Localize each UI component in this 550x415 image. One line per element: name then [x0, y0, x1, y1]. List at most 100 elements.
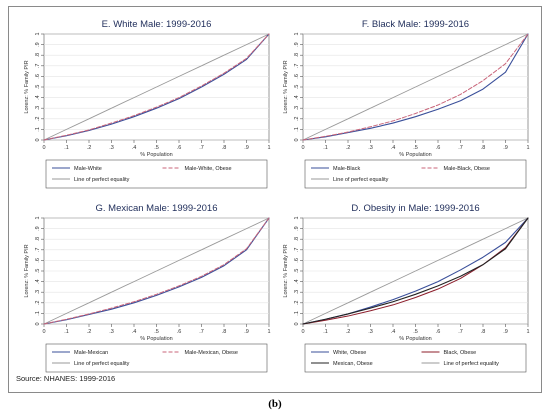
chart-panel-black-male: F. Black Male: 1999-2016 0 .1 .2 .3 .4 .5 .6 .7.… — [275, 14, 540, 192]
x-tick-label: .6 — [436, 145, 441, 151]
legend-box — [304, 343, 527, 373]
x-tick-label: .2 — [87, 329, 92, 335]
legend-box — [304, 159, 527, 189]
x-tick-label: .1 — [323, 329, 328, 335]
x-tick-label: 1 — [267, 145, 270, 151]
x-axis-label: % Population — [140, 152, 172, 158]
legend-label-male-white-obese: Male-White, Obese — [185, 166, 232, 172]
series-line-line-of-perfect-equality — [302, 33, 529, 141]
x-tick-label: .5 — [154, 145, 159, 151]
series-line-male-white-obese — [43, 33, 270, 141]
x-tick-label: .2 — [346, 329, 351, 335]
x-tick-label: .8 — [481, 145, 486, 151]
y-tick-label: .3 — [35, 106, 41, 111]
y-tick-label: 0 — [294, 322, 300, 325]
y-tick-label: 0 — [35, 138, 41, 141]
x-tick-label: .7 — [199, 145, 204, 151]
series-line-male-mexican — [43, 217, 270, 325]
y-tick-label: .2 — [294, 301, 300, 306]
x-tick-label: .4 — [391, 145, 396, 151]
y-tick-label: .8 — [294, 53, 300, 58]
y-tick-label: 1 — [294, 216, 300, 219]
x-tick-label: 1 — [526, 329, 529, 335]
series-line-line-of-perfect-equality — [43, 217, 270, 325]
y-tick-label: .4 — [294, 95, 300, 100]
x-tick-label: .1 — [64, 329, 69, 335]
x-tick-label: .5 — [413, 329, 418, 335]
y-tick-label: 1 — [35, 32, 41, 35]
y-tick-label: .7 — [35, 64, 41, 69]
x-tick-label: .2 — [87, 145, 92, 151]
y-tick-label: .1 — [294, 127, 300, 132]
y-tick-label: .4 — [35, 95, 41, 100]
y-tick-label: .6 — [294, 74, 300, 79]
legend-label-black-obese: Black, Obese — [444, 350, 477, 356]
legend-label-male-mexican-obese: Male-Mexican, Obese — [185, 350, 239, 356]
y-tick-label: .9 — [35, 42, 41, 47]
x-tick-label: .9 — [503, 145, 508, 151]
y-tick-label: 0 — [294, 138, 300, 141]
x-tick-label: .5 — [413, 145, 418, 151]
x-tick-label: 0 — [301, 145, 304, 151]
chart-title: G. Mexican Male: 1999-2016 — [96, 203, 218, 214]
y-tick-label: .3 — [35, 290, 41, 295]
chart-svg: E. White Male: 1999-2016 0 .1 .2 .3 .4 .5 .6 .7.… — [16, 14, 281, 192]
x-tick-label: .8 — [222, 329, 227, 335]
series-line-mexican-obese — [302, 217, 529, 325]
x-tick-label: .4 — [132, 329, 137, 335]
x-tick-label: .4 — [132, 145, 137, 151]
y-tick-label: 0 — [35, 322, 41, 325]
x-tick-label: .7 — [458, 329, 463, 335]
x-axis-label: % Population — [399, 152, 431, 158]
x-tick-label: .4 — [391, 329, 396, 335]
source-note: Source: NHANES: 1999-2016 — [16, 374, 116, 383]
x-tick-label: .2 — [346, 145, 351, 151]
y-tick-label: .3 — [294, 106, 300, 111]
chart-panel-mexican-male: G. Mexican Male: 1999-2016 0 .1 .2 .3 .4 .5 .6.… — [16, 198, 281, 376]
x-tick-label: .3 — [368, 145, 373, 151]
y-tick-label: .9 — [294, 42, 300, 47]
x-tick-label: 1 — [267, 329, 270, 335]
x-tick-label: .6 — [436, 329, 441, 335]
chart-title: F. Black Male: 1999-2016 — [362, 19, 469, 30]
legend-label-male-black: Male-Black — [333, 166, 360, 172]
y-tick-label: .8 — [294, 237, 300, 242]
y-tick-label: 1 — [294, 32, 300, 35]
y-tick-label: .5 — [35, 269, 41, 274]
y-tick-label: .4 — [35, 279, 41, 284]
y-tick-label: .8 — [35, 53, 41, 58]
series-line-male-black — [302, 33, 529, 141]
y-tick-label: .6 — [294, 258, 300, 263]
y-tick-label: .1 — [294, 311, 300, 316]
chart-title: D. Obesity in Male: 1999-2016 — [351, 203, 479, 214]
x-axis-label: % Population — [140, 336, 172, 342]
series-line-male-black-obese — [302, 33, 529, 141]
y-tick-label: .5 — [294, 269, 300, 274]
x-tick-label: 0 — [301, 329, 304, 335]
y-tick-label: .6 — [35, 74, 41, 79]
chart-svg: F. Black Male: 1999-2016 0 .1 .2 .3 .4 .5 .6 .7.… — [275, 14, 540, 192]
legend-box — [45, 159, 268, 189]
y-tick-label: .9 — [35, 226, 41, 231]
x-tick-label: .3 — [109, 145, 114, 151]
x-tick-label: .7 — [458, 145, 463, 151]
y-tick-label: .5 — [35, 85, 41, 90]
y-axis-label: Lorenz: % Family PIR — [24, 60, 30, 113]
x-tick-label: .6 — [177, 145, 182, 151]
y-tick-label: .6 — [35, 258, 41, 263]
legend-label-male-white: Male-White — [74, 166, 102, 172]
y-tick-label: .9 — [294, 226, 300, 231]
legend-label-mexican-obese: Mexican, Obese — [333, 361, 373, 367]
x-tick-label: 0 — [42, 329, 45, 335]
y-axis-label: Lorenz: % Family PIR — [283, 60, 289, 113]
chart-title: E. White Male: 1999-2016 — [102, 19, 212, 30]
series-line-male-white — [43, 33, 270, 141]
chart-panel-white-male: E. White Male: 1999-2016 0 .1 .2 .3 .4 .5 .6 .7.… — [16, 14, 281, 192]
x-tick-label: .8 — [481, 329, 486, 335]
y-tick-label: .3 — [294, 290, 300, 295]
legend-label-line-of-perfect-equality: Line of perfect equality — [333, 177, 389, 183]
x-tick-label: .9 — [244, 329, 249, 335]
x-tick-label: .7 — [199, 329, 204, 335]
x-axis-label: % Population — [399, 336, 431, 342]
